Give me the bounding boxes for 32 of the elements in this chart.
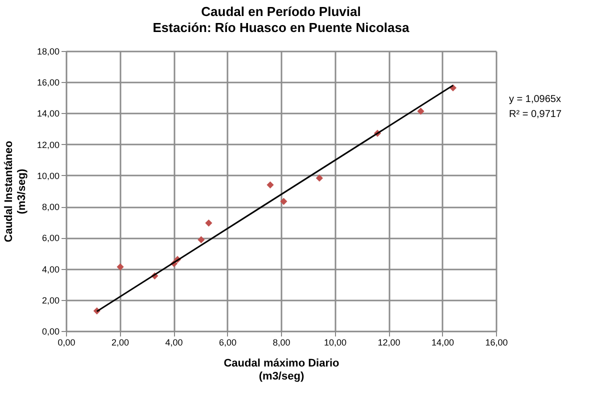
chart-title: Caudal en Período Pluvial (201, 4, 361, 19)
point (316, 174, 323, 182)
x-tick-label: 14,00 (431, 338, 454, 348)
point (280, 198, 288, 205)
chart-subtitle: Estación: Río Huasco en Puente Nicolasa (152, 20, 410, 35)
y-tick-label: 0,00 (42, 326, 60, 336)
y-tick-label: 12,00 (36, 140, 60, 150)
y-tick-label: 10,00 (36, 170, 60, 181)
x-tick-label: 4,00 (165, 338, 183, 348)
x-tick-label: 0,00 (58, 338, 76, 348)
y-tick-label: 16,00 (36, 78, 60, 88)
point (417, 108, 424, 115)
y-tick-label: 18,00 (36, 46, 60, 56)
x-tick-label: 6,00 (218, 338, 237, 348)
point (266, 181, 274, 188)
y-tick-label: 8,00 (42, 202, 60, 212)
x-tick-label: 16,00 (485, 338, 508, 348)
y-tick-label: 4,00 (42, 264, 60, 274)
point (198, 236, 205, 244)
y-tick-label: 6,00 (42, 233, 60, 244)
y-tick-label: 2,00 (42, 295, 60, 306)
y-axis-title: Caudal Instantáneo (m3/seg) (2, 140, 28, 242)
x-tick-label: 2,00 (111, 338, 130, 348)
x-tick-label: 8,00 (272, 338, 290, 348)
text: R² = 0,9717 (509, 109, 562, 120)
text: y = 1,0965x (509, 94, 561, 105)
x-tick-label: 12,00 (378, 338, 400, 348)
y-tick-label: 14,00 (36, 108, 60, 119)
point (205, 220, 212, 227)
x-axis-title: Caudal máximo Diario (m3/seg) (224, 358, 340, 382)
point (116, 263, 124, 270)
x-tick-label: 10,00 (324, 338, 347, 348)
